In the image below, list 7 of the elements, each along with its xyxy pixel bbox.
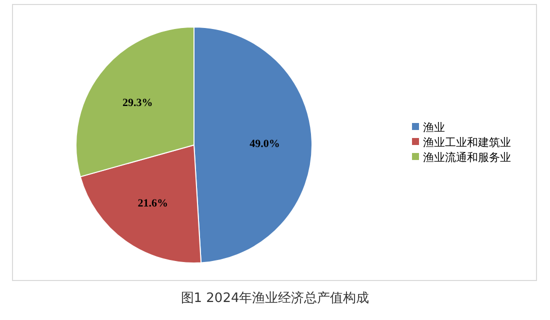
legend-label: 渔业工业和建筑业: [423, 136, 511, 149]
data-label: 49.0%: [250, 138, 280, 150]
data-label: 21.6%: [138, 198, 168, 210]
legend-label: 渔业: [423, 121, 445, 134]
text: 图1 2024年渔业经济总产值构成: [180, 291, 370, 306]
data-label: 29.3%: [122, 97, 153, 110]
legend-label: 渔业流通和服务业: [423, 151, 511, 164]
